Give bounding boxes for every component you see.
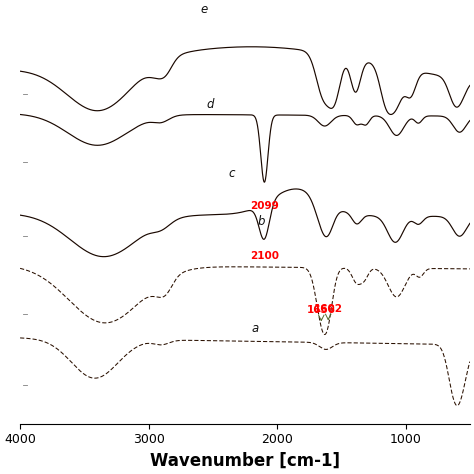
Text: a: a bbox=[251, 321, 259, 335]
Text: d: d bbox=[206, 98, 214, 110]
Text: c: c bbox=[228, 167, 235, 180]
X-axis label: Wavenumber [cm-1]: Wavenumber [cm-1] bbox=[150, 452, 340, 470]
Text: 1602: 1602 bbox=[314, 304, 343, 314]
Text: 2099: 2099 bbox=[250, 201, 279, 211]
Text: 1656: 1656 bbox=[307, 305, 336, 315]
Text: e: e bbox=[200, 3, 207, 16]
Text: b: b bbox=[258, 215, 265, 228]
Text: 2100: 2100 bbox=[250, 251, 279, 261]
